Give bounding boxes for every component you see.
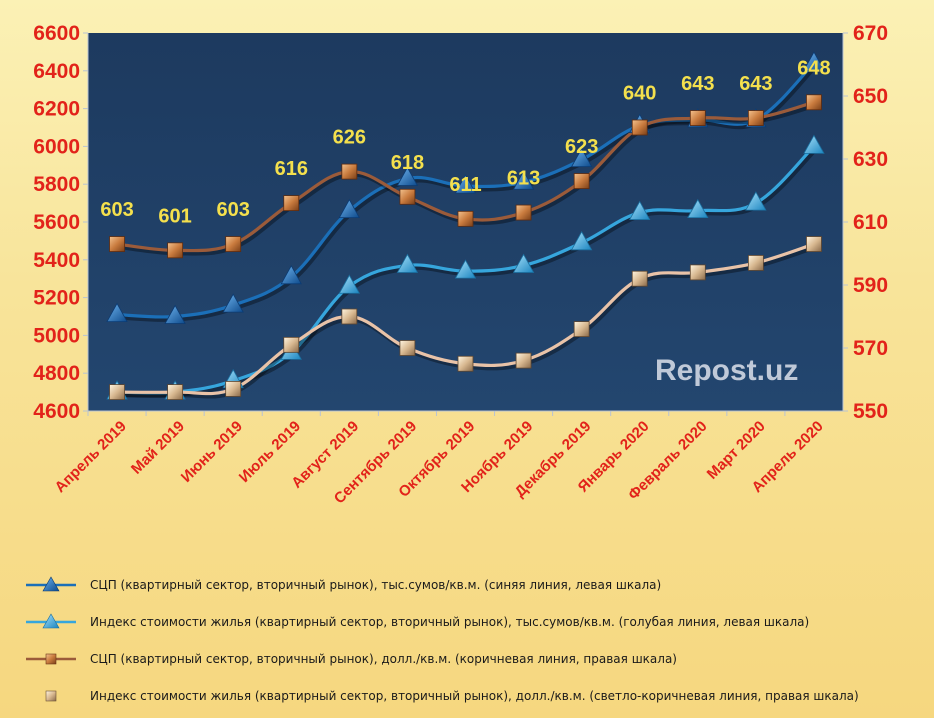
- legend-item-2: Индекс стоимости жилья (квартирный секто…: [22, 603, 922, 640]
- light-brown-square-marker: [573, 321, 590, 338]
- legend-label-2: Индекс стоимости жилья (квартирный секто…: [90, 614, 810, 629]
- legend-swatch-brown-line: [26, 653, 76, 664]
- left-tick-label: 5000: [33, 324, 80, 347]
- legend-label-3: СЦП (квартирный сектор, вторичный рынок)…: [90, 651, 677, 666]
- cyan-triangle-marker: [396, 253, 419, 273]
- data-label: 640: [623, 83, 656, 105]
- right-tick-label: 650: [853, 85, 888, 108]
- light-brown-square-marker: [631, 270, 648, 287]
- legend-label-4: Индекс стоимости жилья (квартирный секто…: [90, 688, 859, 703]
- cyan-triangle-marker: [687, 198, 709, 219]
- right-tick-label: 670: [853, 22, 888, 45]
- light-brown-square-marker: [515, 352, 532, 369]
- cyan-triangle-marker: [454, 259, 477, 279]
- blue-triangle-marker: [803, 51, 825, 71]
- light-brown-square-marker: [167, 384, 184, 401]
- blue-triangle-marker: [164, 304, 186, 324]
- data-label: 616: [275, 158, 308, 180]
- cyan-triangle-marker: [629, 200, 651, 220]
- left-tick-label: 5400: [33, 249, 80, 272]
- brown-square-marker: [167, 242, 184, 259]
- cyan-triangle-marker: [803, 134, 825, 154]
- blue-triangle-marker: [512, 170, 535, 190]
- left-tick-label: 6600: [33, 22, 80, 45]
- left-tick-label: 5600: [33, 211, 80, 234]
- light-brown-square-marker: [225, 381, 242, 397]
- blue-triangle-marker: [222, 293, 244, 313]
- brown-square-marker: [515, 204, 532, 221]
- right-tick-label: 610: [853, 211, 888, 234]
- line-chart: 4600 4800 5000 5200 5400 5600 5800 6000 6200 6400…: [33, 22, 888, 507]
- data-label: 603: [217, 199, 250, 221]
- x-tick-label: Июнь 2019: [178, 418, 246, 486]
- light-brown-square-marker: [109, 384, 125, 401]
- watermark: Repost.uz: [655, 354, 798, 387]
- legend-item-3: СЦП (квартирный сектор, вторичный рынок)…: [22, 640, 922, 677]
- light-brown-square-marker: [689, 264, 706, 281]
- light-brown-square-marker: [399, 340, 416, 356]
- right-tick-label: 630: [853, 148, 888, 171]
- cyan-triangle-marker: [570, 230, 593, 251]
- cyan-triangle-marker: [512, 253, 535, 273]
- light-brown-square-marker: [283, 336, 300, 353]
- legend-item-1: СЦП (квартирный сектор, вторичный рынок)…: [22, 566, 922, 603]
- light-brown-square-marker: [806, 236, 822, 252]
- left-tick-label: 6400: [33, 60, 80, 83]
- legend: СЦП (квартирный сектор, вторичный рынок)…: [22, 566, 922, 714]
- legend-swatch-blue-line: [26, 575, 76, 591]
- brown-square-marker: [806, 94, 822, 111]
- blue-triangle-marker: [338, 198, 361, 219]
- blue-triangle-marker: [454, 174, 477, 194]
- data-label: 613: [507, 168, 540, 190]
- x-tick-label: Апрель 2019: [52, 418, 130, 496]
- brown-square-marker: [225, 236, 242, 252]
- brown-square-marker: [631, 119, 648, 136]
- brown-square-marker: [457, 210, 474, 227]
- right-tick-label: 550: [853, 400, 888, 423]
- cyan-triangle-marker: [745, 191, 767, 211]
- light-brown-square-marker: [747, 255, 764, 271]
- data-label: 643: [681, 73, 714, 95]
- blue-triangle-marker: [396, 166, 419, 186]
- data-label: 626: [333, 127, 366, 149]
- brown-square-marker: [341, 163, 358, 180]
- light-brown-square-marker: [457, 355, 474, 372]
- brown-square-marker: [283, 195, 300, 212]
- x-tick-label: Май 2019: [128, 418, 188, 478]
- right-tick-label: 590: [853, 274, 888, 297]
- legend-item-4: Индекс стоимости жилья (квартирный секто…: [22, 677, 922, 714]
- left-tick-label: 5800: [33, 173, 80, 196]
- data-label: 623: [565, 136, 598, 158]
- left-tick-label: 5200: [33, 287, 80, 310]
- right-tick-label: 570: [853, 337, 888, 360]
- data-label: 601: [158, 205, 191, 227]
- legend-swatch-cyan-line: [26, 612, 76, 628]
- brown-square-marker: [573, 173, 590, 189]
- left-tick-label: 6200: [33, 98, 80, 121]
- brown-square-marker: [109, 236, 125, 252]
- left-tick-label: 4600: [33, 400, 80, 423]
- brown-square-marker: [689, 110, 706, 126]
- blue-triangle-marker: [570, 147, 593, 168]
- legend-swatch-light-brown-line: [45, 690, 57, 701]
- cyan-triangle-marker: [338, 274, 361, 294]
- data-label: 603: [100, 199, 133, 221]
- blue-triangle-marker: [280, 264, 302, 285]
- data-label: 618: [391, 152, 424, 174]
- left-tick-label: 4800: [33, 362, 80, 385]
- brown-square-marker: [399, 188, 416, 205]
- legend-label-1: СЦП (квартирный сектор, вторичный рынок)…: [90, 577, 662, 592]
- data-label: 643: [739, 73, 772, 95]
- blue-triangle-marker: [106, 302, 128, 323]
- brown-square-marker: [747, 110, 764, 126]
- data-label: 648: [797, 57, 830, 79]
- data-label: 611: [449, 174, 481, 196]
- light-brown-square-marker: [341, 308, 358, 325]
- left-tick-label: 6000: [33, 135, 80, 158]
